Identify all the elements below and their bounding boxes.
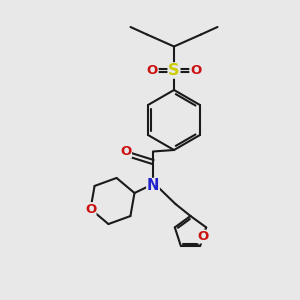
Text: S: S [168,63,180,78]
Text: O: O [85,202,96,215]
Text: O: O [190,64,201,77]
Text: O: O [120,145,132,158]
Text: N: N [147,178,159,194]
Text: O: O [147,64,158,77]
Text: O: O [198,230,209,243]
